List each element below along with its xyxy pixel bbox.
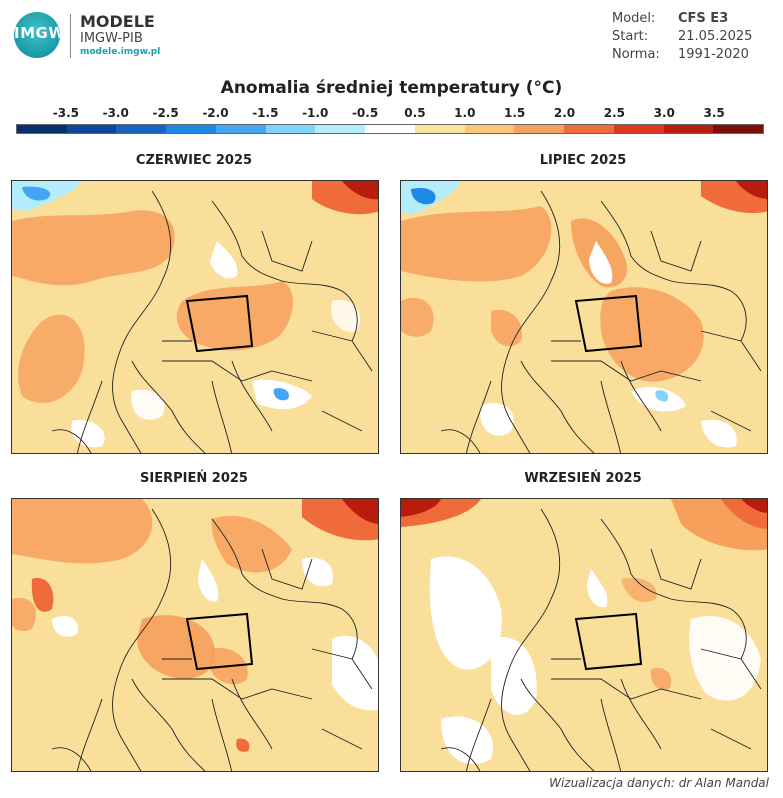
meta-norm-row: Norma: 1991-2020 — [612, 46, 752, 64]
legend-swatch — [365, 125, 415, 133]
map-title-august: SIERPIEŃ 2025 — [140, 471, 248, 486]
logo-divider — [70, 14, 71, 58]
legend-labels: -3.5 -3.0 -2.5 -2.0 -1.5 -1.0 -0.5 0.5 1.0 1.5 2.0… — [0, 106, 783, 122]
meta-start-row: Start: 21.05.2025 — [612, 28, 752, 46]
legend-tick-label: -1.0 — [302, 106, 329, 120]
legend-swatch — [663, 125, 714, 133]
legend-tick-label: -2.5 — [152, 106, 179, 120]
legend-tick-label: 3.0 — [653, 106, 675, 120]
legend-swatch — [66, 125, 117, 133]
logo-text: IMGW — [14, 24, 60, 42]
legend-swatch — [514, 125, 565, 133]
forecast-meta: Model: CFS E3 Start: 21.05.2025 Norma: 1… — [612, 10, 752, 64]
start-value: 21.05.2025 — [678, 29, 753, 44]
legend-swatch — [315, 125, 366, 133]
legend-tick-label: 0.5 — [404, 106, 426, 120]
map-title-june: CZERWIEC 2025 — [135, 153, 253, 168]
map-july — [400, 180, 768, 454]
map-july-svg — [401, 181, 767, 453]
legend-swatch — [265, 125, 316, 133]
legend-swatch — [564, 125, 614, 133]
legend-swatch — [613, 125, 664, 133]
legend-tick-label: 2.5 — [603, 106, 626, 120]
model-label: Model: — [612, 11, 656, 26]
map-august-svg — [12, 499, 378, 771]
color-scale-bar — [16, 124, 764, 134]
main-title: Anomalia średniej temperatury (°C) — [220, 78, 563, 98]
legend-swatch — [215, 125, 266, 133]
imgw-logo: IMGW — [14, 12, 60, 58]
legend-tick-label: -0.5 — [351, 106, 379, 120]
map-august — [11, 498, 379, 772]
norm-label: Norma: — [612, 47, 660, 62]
brand-title: MODELE — [80, 12, 155, 31]
map-september-svg — [401, 499, 767, 771]
map-title-september: WRZESIEŃ 2025 — [524, 471, 642, 486]
legend-swatch — [166, 125, 216, 133]
brand-url[interactable]: modele.imgw.pl — [80, 47, 161, 57]
legend-tick-label: 3.5 — [703, 106, 725, 120]
brand-subtitle: IMGW-PIB — [80, 31, 143, 46]
map-june-svg — [12, 181, 378, 453]
map-title-july: LIPIEC 2025 — [539, 153, 627, 168]
legend-tick-label: -2.0 — [202, 106, 229, 120]
legend-swatch — [464, 125, 515, 133]
data-credit: Wizualizacja danych: dr Alan Mandal — [549, 776, 769, 790]
model-value: CFS E3 — [678, 11, 729, 26]
map-june — [11, 180, 379, 454]
legend-tick-label: -3.0 — [102, 106, 129, 120]
legend-tick-label: 1.5 — [504, 106, 526, 120]
legend-tick-label: -3.5 — [52, 106, 79, 120]
legend-swatch — [17, 125, 67, 133]
legend-swatch — [414, 125, 465, 133]
legend-swatch — [116, 125, 167, 133]
map-september — [400, 498, 768, 772]
legend-tick-label: 2.0 — [553, 106, 576, 120]
norm-value: 1991-2020 — [678, 47, 749, 62]
start-label: Start: — [612, 29, 649, 44]
legend-tick-label: 1.0 — [454, 106, 476, 120]
legend-swatch — [713, 125, 764, 133]
legend-tick-label: -1.5 — [252, 106, 279, 120]
meta-model-row: Model: CFS E3 — [612, 10, 752, 28]
